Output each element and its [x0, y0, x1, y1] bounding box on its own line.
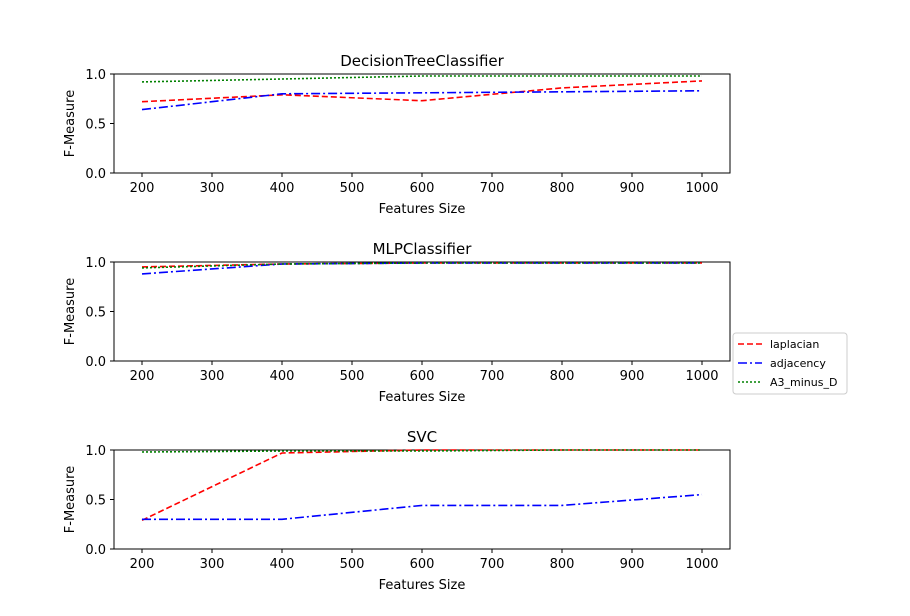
x-tick-label: 800	[550, 181, 575, 196]
y-tick-label: 1.0	[85, 256, 106, 271]
x-axis-label: Features Size	[379, 202, 466, 217]
x-tick-label: 1000	[685, 557, 718, 572]
subplot-title: SVC	[407, 428, 437, 446]
plot-frame	[113, 73, 731, 174]
legend-label-adjacency: adjacency	[770, 357, 826, 370]
subplot-2: MLPClassifier F-Measure Features Size 200 30…	[63, 240, 731, 405]
x-tick-label: 300	[200, 557, 225, 572]
x-tick-label: 600	[410, 369, 435, 384]
x-tick-label: 1000	[685, 369, 718, 384]
y-tick-label: 0.5	[85, 494, 106, 509]
x-tick-label: 700	[480, 369, 505, 384]
y-tick-label: 1.0	[85, 444, 106, 459]
y-tick-label: 1.0	[85, 68, 106, 83]
x-tick-label: 400	[270, 369, 295, 384]
plot-frame	[113, 261, 731, 362]
x-axis-label: Features Size	[379, 578, 466, 593]
x-tick-label: 600	[410, 181, 435, 196]
x-tick-label: 900	[620, 369, 645, 384]
x-tick-label: 600	[410, 557, 435, 572]
x-axis-label: Features Size	[379, 390, 466, 405]
series-line-adjacency	[142, 493, 703, 521]
x-tick-label: 300	[200, 369, 225, 384]
y-tick-label: 0.5	[85, 306, 106, 321]
x-tick-label: 200	[130, 369, 155, 384]
x-tick-label: 900	[620, 181, 645, 196]
y-tick-label: 0.0	[85, 167, 106, 182]
legend-label-laplacian: laplacian	[770, 338, 819, 351]
subplot-title: DecisionTreeClassifier	[340, 52, 504, 70]
y-axis-label: F-Measure	[63, 466, 78, 533]
series-line-adjacency	[141, 90, 703, 111]
series-line-A3_minus_D	[141, 449, 702, 453]
x-tick-label: 500	[340, 557, 365, 572]
x-tick-label: 300	[200, 181, 225, 196]
x-tick-label: 200	[130, 181, 155, 196]
y-tick-label: 0.0	[85, 355, 106, 370]
series-line-laplacian	[141, 80, 703, 103]
series-line-laplacian	[141, 449, 702, 522]
x-tick-label: 700	[480, 557, 505, 572]
subplot-title: MLPClassifier	[373, 240, 473, 258]
y-tick-label: 0.0	[85, 543, 106, 558]
series-line-A3_minus_D	[141, 262, 702, 269]
subplot-1: DecisionTreeClassifier F-Measure Features …	[63, 52, 731, 217]
legend-frame	[732, 332, 848, 395]
x-tick-label: 900	[620, 557, 645, 572]
x-tick-label: 400	[270, 181, 295, 196]
x-tick-label: 500	[340, 181, 365, 196]
x-tick-label: 1000	[685, 181, 718, 196]
subplot-3: SVC F-Measure Features Size 200 300 400 500 600…	[63, 428, 731, 593]
y-axis-label: F-Measure	[63, 278, 78, 345]
legend: laplacian adjacency A3_minus_D	[732, 332, 848, 395]
series-line-A3_minus_D	[141, 75, 702, 83]
x-tick-label: 700	[480, 181, 505, 196]
x-tick-label: 800	[550, 369, 575, 384]
x-tick-label: 500	[340, 369, 365, 384]
x-tick-label: 200	[130, 557, 155, 572]
y-axis-label: F-Measure	[63, 90, 78, 157]
x-tick-label: 400	[270, 557, 295, 572]
x-tick-label: 800	[550, 557, 575, 572]
legend-label-A3_minus_D: A3_minus_D	[770, 376, 837, 389]
y-tick-label: 0.5	[85, 118, 106, 133]
